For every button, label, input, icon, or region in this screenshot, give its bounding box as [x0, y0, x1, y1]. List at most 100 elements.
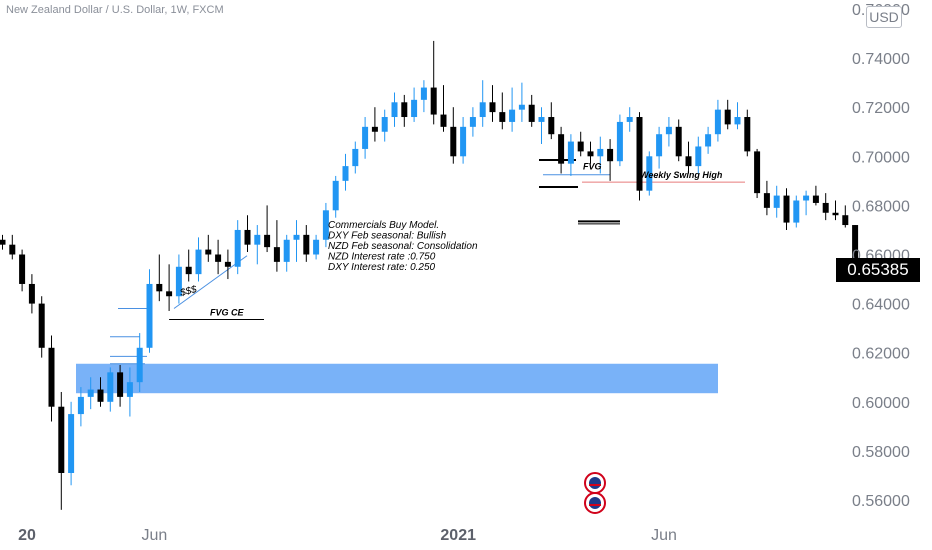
candle-body	[264, 234, 271, 248]
candle	[558, 126, 565, 174]
candle-body	[714, 109, 721, 135]
candle	[636, 112, 643, 201]
candle-body	[146, 283, 153, 348]
candle	[352, 141, 359, 174]
candle	[822, 193, 829, 221]
candle-body	[528, 104, 535, 122]
candle	[77, 387, 84, 427]
candle-body	[58, 406, 65, 473]
candle-body	[19, 254, 26, 284]
y-tick-label: 0.72000	[852, 100, 910, 117]
candle	[734, 102, 741, 130]
candle	[166, 264, 173, 311]
candle	[313, 234, 320, 260]
candle	[224, 249, 231, 280]
candle	[58, 391, 65, 510]
candle-body	[675, 126, 682, 157]
candle-body	[195, 249, 202, 275]
candle-body	[332, 180, 339, 211]
candle	[499, 92, 506, 130]
candle	[38, 296, 45, 358]
candle-body	[293, 234, 300, 240]
candle	[626, 107, 633, 132]
candle-body	[518, 104, 525, 110]
annotation-line: NZD Feb seasonal: Consolidation	[328, 241, 478, 252]
candle-body	[126, 382, 133, 397]
candle	[567, 134, 574, 176]
candle	[763, 180, 770, 216]
candle-body	[234, 229, 241, 267]
candle	[793, 195, 800, 228]
candle	[440, 85, 447, 132]
candle-body	[215, 254, 222, 262]
candle-body	[558, 134, 565, 164]
candle-body	[420, 87, 427, 100]
candle-body	[685, 156, 692, 167]
candle	[107, 367, 114, 412]
candle-body	[783, 195, 790, 223]
candle	[117, 364, 124, 407]
candle	[87, 377, 94, 410]
y-tick-label: 0.62000	[852, 346, 910, 363]
weekly-swing-high-label: Weekly Swing High	[640, 170, 723, 180]
candle	[273, 220, 280, 272]
candle	[430, 40, 437, 125]
candle-body	[803, 195, 810, 201]
x-tick-label: 2021	[440, 527, 476, 544]
candle-body	[381, 117, 388, 132]
candle-body	[166, 291, 173, 297]
currency-button[interactable]: USD	[866, 6, 902, 28]
flag-inner	[589, 477, 601, 489]
y-tick-label: 0.74000	[852, 51, 910, 68]
x-tick-label: Jun	[651, 527, 677, 544]
candle	[695, 136, 702, 174]
candle-body	[724, 109, 731, 125]
candle-body	[175, 266, 182, 297]
candle	[175, 254, 182, 304]
candle	[705, 126, 712, 154]
candle	[48, 335, 55, 422]
candle	[714, 99, 721, 142]
candle-body	[793, 200, 800, 223]
candle-body	[773, 195, 780, 208]
candle	[185, 249, 192, 282]
flag-inner	[589, 497, 601, 509]
candle	[195, 237, 202, 282]
candle-body	[391, 102, 398, 118]
candle-body	[577, 141, 584, 152]
candle	[744, 109, 751, 157]
candle	[322, 202, 329, 248]
x-tick-label: 20	[18, 527, 36, 544]
candle-body	[273, 247, 280, 262]
candle	[264, 205, 271, 253]
candle-body	[362, 126, 369, 149]
candle	[332, 175, 339, 218]
y-tick-label: 0.70000	[852, 149, 910, 166]
candle-body	[665, 126, 672, 135]
candle	[509, 87, 516, 132]
candle	[616, 114, 623, 167]
candle	[832, 200, 839, 221]
y-tick-label: 0.68000	[852, 198, 910, 215]
candle-body	[479, 102, 486, 118]
chart-title: New Zealand Dollar / U.S. Dollar, 1W, FX…	[6, 4, 224, 16]
candle	[19, 249, 26, 292]
liquidity-label: $$$	[178, 284, 198, 299]
candle	[371, 107, 378, 142]
candle-body	[636, 117, 643, 191]
candle	[136, 333, 143, 392]
candle	[587, 141, 594, 164]
last-price-badge: 0.65385	[836, 258, 920, 282]
candle	[460, 117, 467, 164]
candle-body	[489, 102, 496, 113]
candle-body	[342, 166, 349, 181]
candle-body	[77, 396, 84, 415]
candle-body	[656, 134, 663, 157]
candle	[9, 234, 16, 260]
candle	[362, 117, 369, 159]
y-tick-label: 0.58000	[852, 444, 910, 461]
candle-body	[322, 210, 329, 240]
candle	[773, 185, 780, 218]
candle	[215, 239, 222, 275]
